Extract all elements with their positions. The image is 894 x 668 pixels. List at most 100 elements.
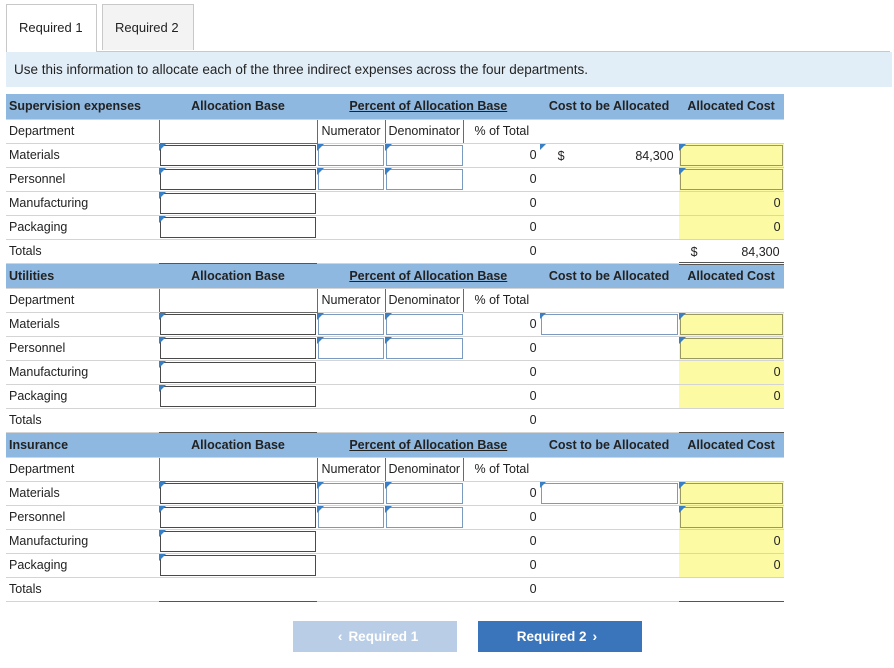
next-required-2-button[interactable]: Required 2 › xyxy=(478,621,642,652)
supervision-materials-numerator-input[interactable] xyxy=(318,144,384,166)
table-row: Materials 0 xyxy=(6,481,784,506)
table-row: Manufacturing 0 0 xyxy=(6,360,784,385)
insurance-manufacturing-allocation-base-input[interactable] xyxy=(160,530,316,552)
numerator-cell: Numerator xyxy=(317,457,386,482)
allocated-cost-value: 0 xyxy=(773,196,781,210)
utilities-subheader-row: Department Numerator Denominator % of Total xyxy=(6,287,784,313)
utilities-cost-to-be-allocated-input[interactable] xyxy=(540,313,678,335)
pct-of-total-value: 0 xyxy=(529,148,537,162)
allocation-base-header: Allocation Base xyxy=(191,99,285,114)
dropdown-flag-icon xyxy=(317,505,324,513)
pct-of-total-value: 0 xyxy=(529,510,537,524)
allocated-cost-input-cell xyxy=(678,481,784,506)
utilities-packaging-allocation-base-input[interactable] xyxy=(160,385,316,407)
insurance-personnel-allocation-base-input[interactable] xyxy=(160,506,316,528)
department-materials-cell: Materials xyxy=(6,143,159,168)
dropdown-flag-icon xyxy=(317,481,324,489)
prev-required-1-button[interactable]: ‹ Required 1 xyxy=(293,621,457,652)
insurance-materials-allocation-base-input[interactable] xyxy=(160,482,316,504)
allocation-table: Supervision expenses Allocation Base Perce… xyxy=(6,94,784,602)
department-packaging-label: Packaging xyxy=(9,558,68,572)
numerator-cell: Numerator xyxy=(317,288,386,313)
dropdown-flag-icon xyxy=(159,360,166,368)
blank-cell xyxy=(158,456,318,482)
supervision-materials-allocation-base-input[interactable] xyxy=(160,144,316,166)
blank-cell xyxy=(539,384,679,409)
blank-cell xyxy=(539,529,679,554)
supervision-packaging-allocation-base-input[interactable] xyxy=(160,216,316,238)
denominator-input-cell xyxy=(385,481,464,506)
blank-cell xyxy=(539,577,679,602)
department-manufacturing-cell: Manufacturing xyxy=(6,360,159,385)
totals-allocated-cell xyxy=(678,576,784,602)
insurance-personnel-allocated-cost-input[interactable] xyxy=(679,506,783,528)
supervision-personnel-numerator-input[interactable] xyxy=(318,168,384,190)
dropdown-flag-icon xyxy=(159,312,166,320)
insurance-personnel-denominator-input[interactable] xyxy=(386,506,463,528)
dropdown-flag-icon xyxy=(678,481,686,489)
pct-of-total-value: 0 xyxy=(529,534,537,548)
allocation-base-cell xyxy=(159,312,317,337)
cost-to-be-allocated-cell[interactable]: $84,300 xyxy=(539,143,679,168)
utilities-personnel-denominator-input[interactable] xyxy=(386,337,463,359)
insurance-section-title: Insurance xyxy=(9,437,69,452)
supervision-personnel-allocated-cost-input[interactable] xyxy=(679,168,783,190)
pct-total-value-cell: 0 xyxy=(463,553,540,578)
insurance-materials-denominator-input[interactable] xyxy=(386,482,463,504)
totals-allocated-cell: $84,300 xyxy=(678,239,784,265)
supervision-section-title: Supervision expenses xyxy=(9,99,142,114)
pct-of-total-value: 0 xyxy=(529,196,537,210)
totals-allocated-cell xyxy=(678,407,784,433)
utilities-personnel-allocation-base-input[interactable] xyxy=(160,337,316,359)
insurance-cost-to-be-allocated-input[interactable] xyxy=(540,482,678,504)
utilities-materials-allocated-cost-input[interactable] xyxy=(679,313,783,335)
insurance-packaging-allocation-base-input[interactable] xyxy=(160,554,316,576)
insurance-materials-numerator-input[interactable] xyxy=(318,482,384,504)
totals-label: Totals xyxy=(9,413,42,427)
cost-to-be-allocated-header: Cost to be Allocated xyxy=(548,99,670,114)
allocation-base-cell xyxy=(159,553,317,578)
pct-of-total-label: % of Total xyxy=(474,462,530,476)
allocation-base-cell xyxy=(159,505,317,530)
blank-cell xyxy=(317,239,385,264)
blank-cell xyxy=(539,457,679,482)
supervision-materials-denominator-input[interactable] xyxy=(386,144,463,166)
pct-of-total-value: 0 xyxy=(529,389,537,403)
pct-total-value-cell: 0 xyxy=(463,481,540,506)
utilities-personnel-allocated-cost-input[interactable] xyxy=(679,337,783,359)
department-personnel-label: Personnel xyxy=(9,341,66,355)
supervision-personnel-denominator-input[interactable] xyxy=(386,168,463,190)
department-materials-label: Materials xyxy=(9,148,60,162)
pct-total-value-cell: 0 xyxy=(463,336,540,361)
supervision-materials-allocated-cost-input[interactable] xyxy=(679,144,783,166)
numerator-cell: Numerator xyxy=(317,119,386,144)
utilities-manufacturing-allocation-base-input[interactable] xyxy=(160,361,316,383)
tab-required-1[interactable]: Required 1 xyxy=(6,4,97,52)
insurance-personnel-numerator-input[interactable] xyxy=(318,506,384,528)
dropdown-flag-icon xyxy=(159,215,166,223)
blank-cell xyxy=(317,191,385,216)
department-personnel-cell: Personnel xyxy=(6,505,159,530)
supervision-manufacturing-allocation-base-input[interactable] xyxy=(160,192,316,214)
denominator-input-cell xyxy=(385,143,464,168)
blank-cell xyxy=(539,360,679,385)
dropdown-flag-icon xyxy=(678,143,686,151)
supervision-totals-row: Totals 0 $84,300 xyxy=(6,238,784,265)
cost-header-cell: Cost to be Allocated xyxy=(539,94,679,120)
department-label: Department xyxy=(9,124,75,138)
utilities-personnel-numerator-input[interactable] xyxy=(318,337,384,359)
supervision-personnel-allocation-base-input[interactable] xyxy=(160,168,316,190)
allocated-cost-value-cell: 0 xyxy=(678,191,784,216)
dropdown-flag-icon xyxy=(539,481,546,489)
denominator-input-cell xyxy=(385,505,464,530)
tab-required-2[interactable]: Required 2 xyxy=(102,4,194,50)
department-personnel-label: Personnel xyxy=(9,172,66,186)
dropdown-flag-icon xyxy=(539,143,546,151)
utilities-materials-denominator-input[interactable] xyxy=(386,313,463,335)
dropdown-flag-icon xyxy=(159,143,166,151)
insurance-materials-allocated-cost-input[interactable] xyxy=(679,482,783,504)
dropdown-flag-icon xyxy=(159,481,166,489)
utilities-materials-numerator-input[interactable] xyxy=(318,313,384,335)
utilities-materials-allocation-base-input[interactable] xyxy=(160,313,316,335)
utilities-title-cell: Utilities xyxy=(6,263,159,289)
